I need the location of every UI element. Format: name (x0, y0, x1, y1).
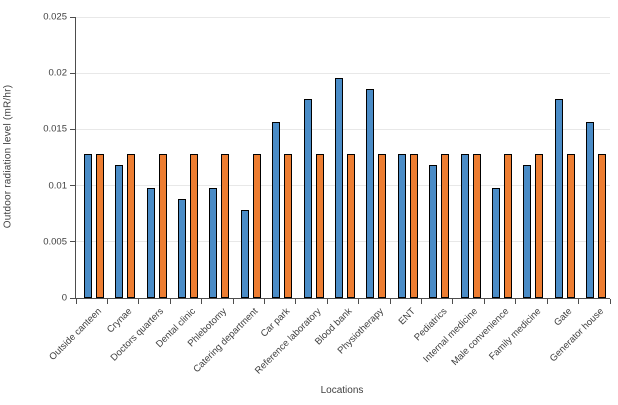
bar-series-1 (523, 165, 532, 298)
bar-series-1 (335, 78, 343, 298)
bar-series-2 (535, 154, 544, 298)
x-tick-mark (483, 299, 485, 304)
y-gridline (76, 128, 610, 130)
bar-series-2 (441, 154, 450, 298)
x-tick-mark (421, 299, 423, 304)
x-tick-mark (452, 299, 454, 304)
bar-series-2 (504, 154, 513, 298)
y-gridline (76, 185, 610, 187)
y-tick-mark (70, 297, 75, 299)
y-tick-label: 0.025 (43, 11, 67, 23)
x-category-label-text: Male convenience (449, 306, 512, 368)
bar-series-1 (177, 199, 186, 298)
bar-series-2 (284, 154, 293, 298)
bar-series-2 (472, 154, 481, 298)
x-axis-title: Locations (320, 385, 364, 396)
x-tick-mark (609, 299, 611, 304)
y-tick-label: 0.02 (48, 67, 68, 79)
x-category-label-text: Outside canteen (46, 306, 104, 363)
bar-series-1 (303, 99, 312, 298)
bar-series-2 (252, 154, 261, 298)
x-tick-mark (358, 299, 360, 304)
bar-series-1 (272, 122, 281, 298)
x-category-label-text: Gate (552, 306, 575, 329)
bar-series-1 (146, 188, 155, 298)
bar-series-2 (409, 154, 418, 298)
x-tick-mark (75, 299, 77, 304)
y-gridline (76, 16, 610, 18)
bar-series-1 (397, 154, 406, 298)
x-tick-mark (169, 299, 171, 304)
x-tick-mark (263, 299, 265, 304)
bar-series-1 (492, 188, 501, 298)
y-tick-mark (70, 241, 75, 243)
bar-series-1 (83, 154, 92, 298)
x-tick-mark (295, 299, 297, 304)
bar-series-1 (586, 122, 595, 298)
x-category-label-text: ENT (396, 306, 418, 328)
bar-series-2 (378, 154, 387, 298)
y-tick-mark (70, 128, 75, 130)
bar-series-1 (460, 154, 469, 298)
plot-area: 0 0.005 0.01 0.015 0.02 0.025 Outside canteen C… (43, 12, 611, 377)
x-tick-mark (326, 299, 328, 304)
x-tick-mark (546, 299, 548, 304)
bar-series-2 (189, 154, 198, 298)
y-tick-mark (70, 72, 75, 74)
bar-series-2 (566, 154, 575, 298)
bar-series-1 (115, 165, 124, 298)
bar-series-2 (598, 154, 607, 298)
x-tick-mark (389, 299, 391, 304)
x-category-label-text: Crynae (105, 306, 135, 336)
bar-series-2 (221, 154, 230, 298)
y-tick-mark (70, 16, 75, 18)
x-tick-mark (201, 299, 203, 304)
bar-series-2 (95, 154, 104, 298)
bar-series-2 (158, 154, 167, 298)
x-tick-mark (232, 299, 234, 304)
bar-series-2 (315, 154, 324, 298)
y-tick-mark (70, 185, 75, 187)
x-tick-mark (578, 299, 580, 304)
bar-series-1 (240, 210, 249, 298)
y-tick-label: 0.005 (43, 236, 67, 248)
y-tick-label: 0.01 (48, 180, 68, 192)
y-axis-title: Outdoor radiation level (mR/hr) (2, 84, 14, 229)
x-category-label-text: Internal medicine (421, 306, 481, 365)
y-tick-label: 0.015 (43, 123, 67, 135)
bar-series-1 (429, 165, 438, 298)
x-tick-mark (138, 299, 140, 304)
x-tick-mark (106, 299, 108, 304)
y-tick-label: 0 (61, 292, 67, 304)
y-gridline (76, 72, 610, 74)
y-gridline (76, 241, 610, 243)
bar-series-1 (209, 188, 218, 298)
bar-series-1 (554, 99, 563, 298)
bar-series-2 (347, 154, 355, 298)
x-tick-mark (515, 299, 517, 304)
bar-series-1 (366, 89, 375, 298)
bar-series-2 (127, 154, 136, 298)
